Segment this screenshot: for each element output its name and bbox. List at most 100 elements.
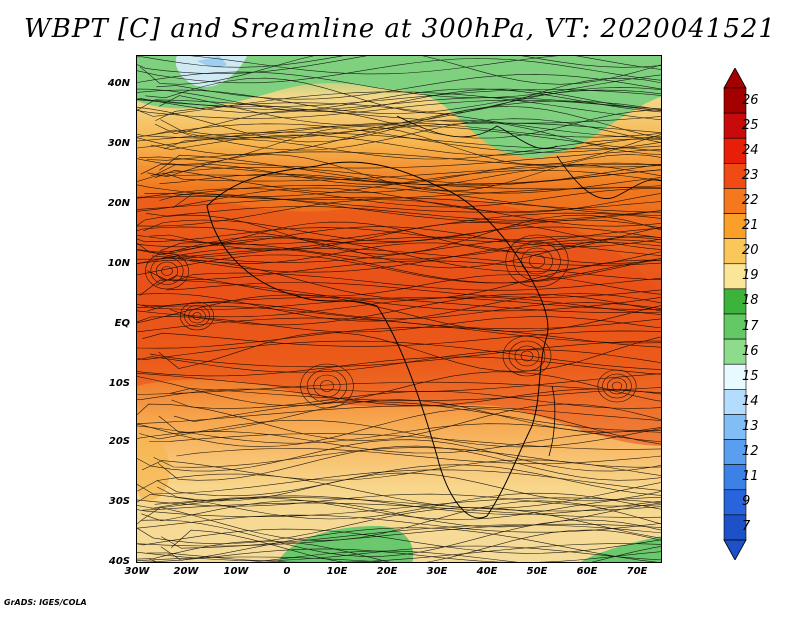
y-tick-20s: 20S	[108, 436, 130, 447]
streamline	[140, 500, 661, 541]
x-tick-30e: 30E	[426, 566, 448, 577]
colorbar-label: 23	[742, 167, 759, 183]
streamline	[137, 405, 661, 424]
streamline	[146, 151, 661, 168]
streamline	[169, 236, 661, 269]
streamline	[155, 274, 661, 297]
y-tick-30s: 30S	[108, 496, 130, 507]
y-tick-20n: 20N	[107, 198, 130, 209]
streamline	[160, 527, 658, 562]
streamline	[150, 134, 661, 156]
streamline	[139, 279, 661, 312]
eddy-streamline	[513, 241, 561, 281]
streamline	[137, 196, 661, 213]
x-tick-20e: 20E	[376, 566, 398, 577]
streamline	[137, 297, 661, 310]
colorbar-label: 18	[742, 293, 759, 309]
streamline	[137, 439, 661, 472]
streamline	[159, 184, 661, 216]
x-tick-40e: 40E	[476, 566, 498, 577]
streamline	[137, 97, 661, 111]
y-tick-10s: 10S	[108, 378, 130, 389]
streamline	[146, 206, 661, 221]
streamline	[137, 242, 661, 264]
streamline	[172, 193, 661, 223]
streamline	[169, 293, 661, 326]
streamline	[146, 543, 661, 562]
streamlines	[137, 56, 661, 562]
streamline	[149, 433, 661, 450]
streamline	[137, 105, 661, 143]
x-tick-60e: 60E	[576, 566, 598, 577]
streamline	[137, 89, 661, 114]
streamline	[137, 356, 661, 377]
streamline	[143, 219, 661, 242]
streamline	[142, 502, 661, 518]
streamline	[156, 74, 661, 100]
streamline	[156, 464, 661, 497]
streamline	[137, 349, 661, 373]
colorbar-label: 7	[742, 519, 751, 535]
x-tick-20w: 20W	[173, 566, 199, 577]
footer-credit: GrADS: IGES/COLA	[4, 598, 87, 607]
streamline	[190, 56, 558, 75]
streamline	[137, 381, 661, 395]
eddy-streamline	[300, 363, 354, 409]
eddy-streamline	[505, 234, 569, 288]
streamline	[137, 317, 661, 344]
eddy-streamline	[150, 257, 184, 285]
streamline	[146, 260, 661, 281]
streamline	[137, 519, 661, 557]
eddy-streamline	[145, 252, 189, 290]
x-tick-10e: 10E	[326, 566, 348, 577]
streamline	[137, 99, 661, 119]
streamline	[137, 403, 661, 441]
eddy-streamline	[508, 340, 546, 372]
x-tick-50e: 50E	[526, 566, 548, 577]
colorbar-label: 20	[742, 243, 759, 259]
eddy-streamline	[602, 373, 632, 399]
streamline	[142, 330, 661, 347]
eddy-streamline	[597, 369, 637, 403]
streamline	[153, 447, 661, 468]
coastline-arabia	[556, 155, 661, 199]
eddy-streamline	[521, 247, 553, 275]
green-region-south	[278, 526, 414, 562]
streamline	[137, 71, 661, 99]
y-tick-40n: 40N	[107, 78, 130, 89]
streamline	[137, 408, 661, 448]
streamline	[137, 131, 661, 150]
streamline	[137, 293, 661, 322]
streamline	[137, 423, 661, 444]
streamline	[164, 138, 661, 160]
map-plot-area	[136, 55, 662, 563]
streamline	[141, 500, 661, 528]
streamline	[137, 126, 661, 165]
colorbar-label: 17	[742, 318, 759, 334]
streamline	[137, 196, 661, 213]
streamline	[174, 122, 661, 138]
streamline	[154, 162, 661, 194]
streamline	[137, 119, 661, 156]
colorbar-label: 9	[742, 494, 751, 510]
streamline	[137, 174, 661, 190]
eddy-streamline	[520, 350, 534, 362]
streamline	[141, 459, 661, 481]
colorbar-label: 12	[742, 444, 759, 460]
eddy-streamline	[607, 377, 627, 395]
x-tick-10w: 10W	[223, 566, 249, 577]
eddy-streamline	[188, 308, 206, 324]
map-canvas	[137, 56, 661, 562]
streamline	[166, 282, 661, 298]
eddy-streamline	[320, 380, 334, 392]
colorbar-label: 14	[742, 393, 759, 409]
eddy-streamline	[528, 254, 546, 268]
y-tick-eq: EQ	[114, 318, 130, 329]
streamline	[137, 340, 661, 370]
streamline	[163, 248, 661, 266]
streamline	[147, 302, 661, 320]
streamline	[137, 469, 661, 495]
streamline	[137, 88, 661, 114]
streamline	[137, 188, 661, 208]
streamline	[150, 497, 661, 520]
